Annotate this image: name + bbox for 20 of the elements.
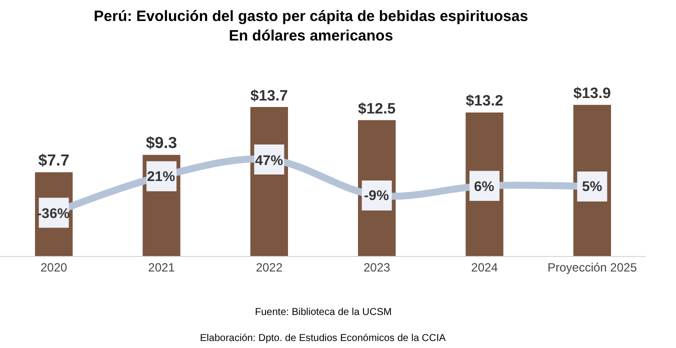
data-label: $9.3 [146, 134, 178, 152]
chart-title: Perú: Evolución del gasto per cápita de bebidas espirituosas En dólares americanos [94, 8, 528, 44]
data-label: $12.5 [358, 100, 396, 118]
x-tick-label: 2021 [148, 260, 176, 274]
x-tick-label: Proyección 2025 [547, 260, 638, 274]
x-tick-label: 2022 [256, 260, 283, 274]
data-label: $13.9 [573, 85, 611, 102]
text: Elaboración: Dpto. de Estudios Económicos de la CCIA [200, 333, 446, 344]
data-label: $13.2 [466, 92, 504, 110]
data-label: 21% [147, 168, 176, 184]
data-label: $13.7 [250, 87, 288, 104]
x-tick-label: 2024 [471, 260, 498, 274]
data-label: 6% [474, 178, 495, 194]
source-note: Fuente: Biblioteca de la UCSM [255, 307, 392, 318]
data-label: -9% [364, 187, 390, 203]
x-tick-label: 2020 [40, 260, 68, 274]
data-label: 5% [582, 178, 603, 194]
data-label: 47% [255, 152, 284, 168]
data-label: $7.7 [38, 152, 70, 170]
x-tick-label: 2023 [363, 260, 390, 274]
